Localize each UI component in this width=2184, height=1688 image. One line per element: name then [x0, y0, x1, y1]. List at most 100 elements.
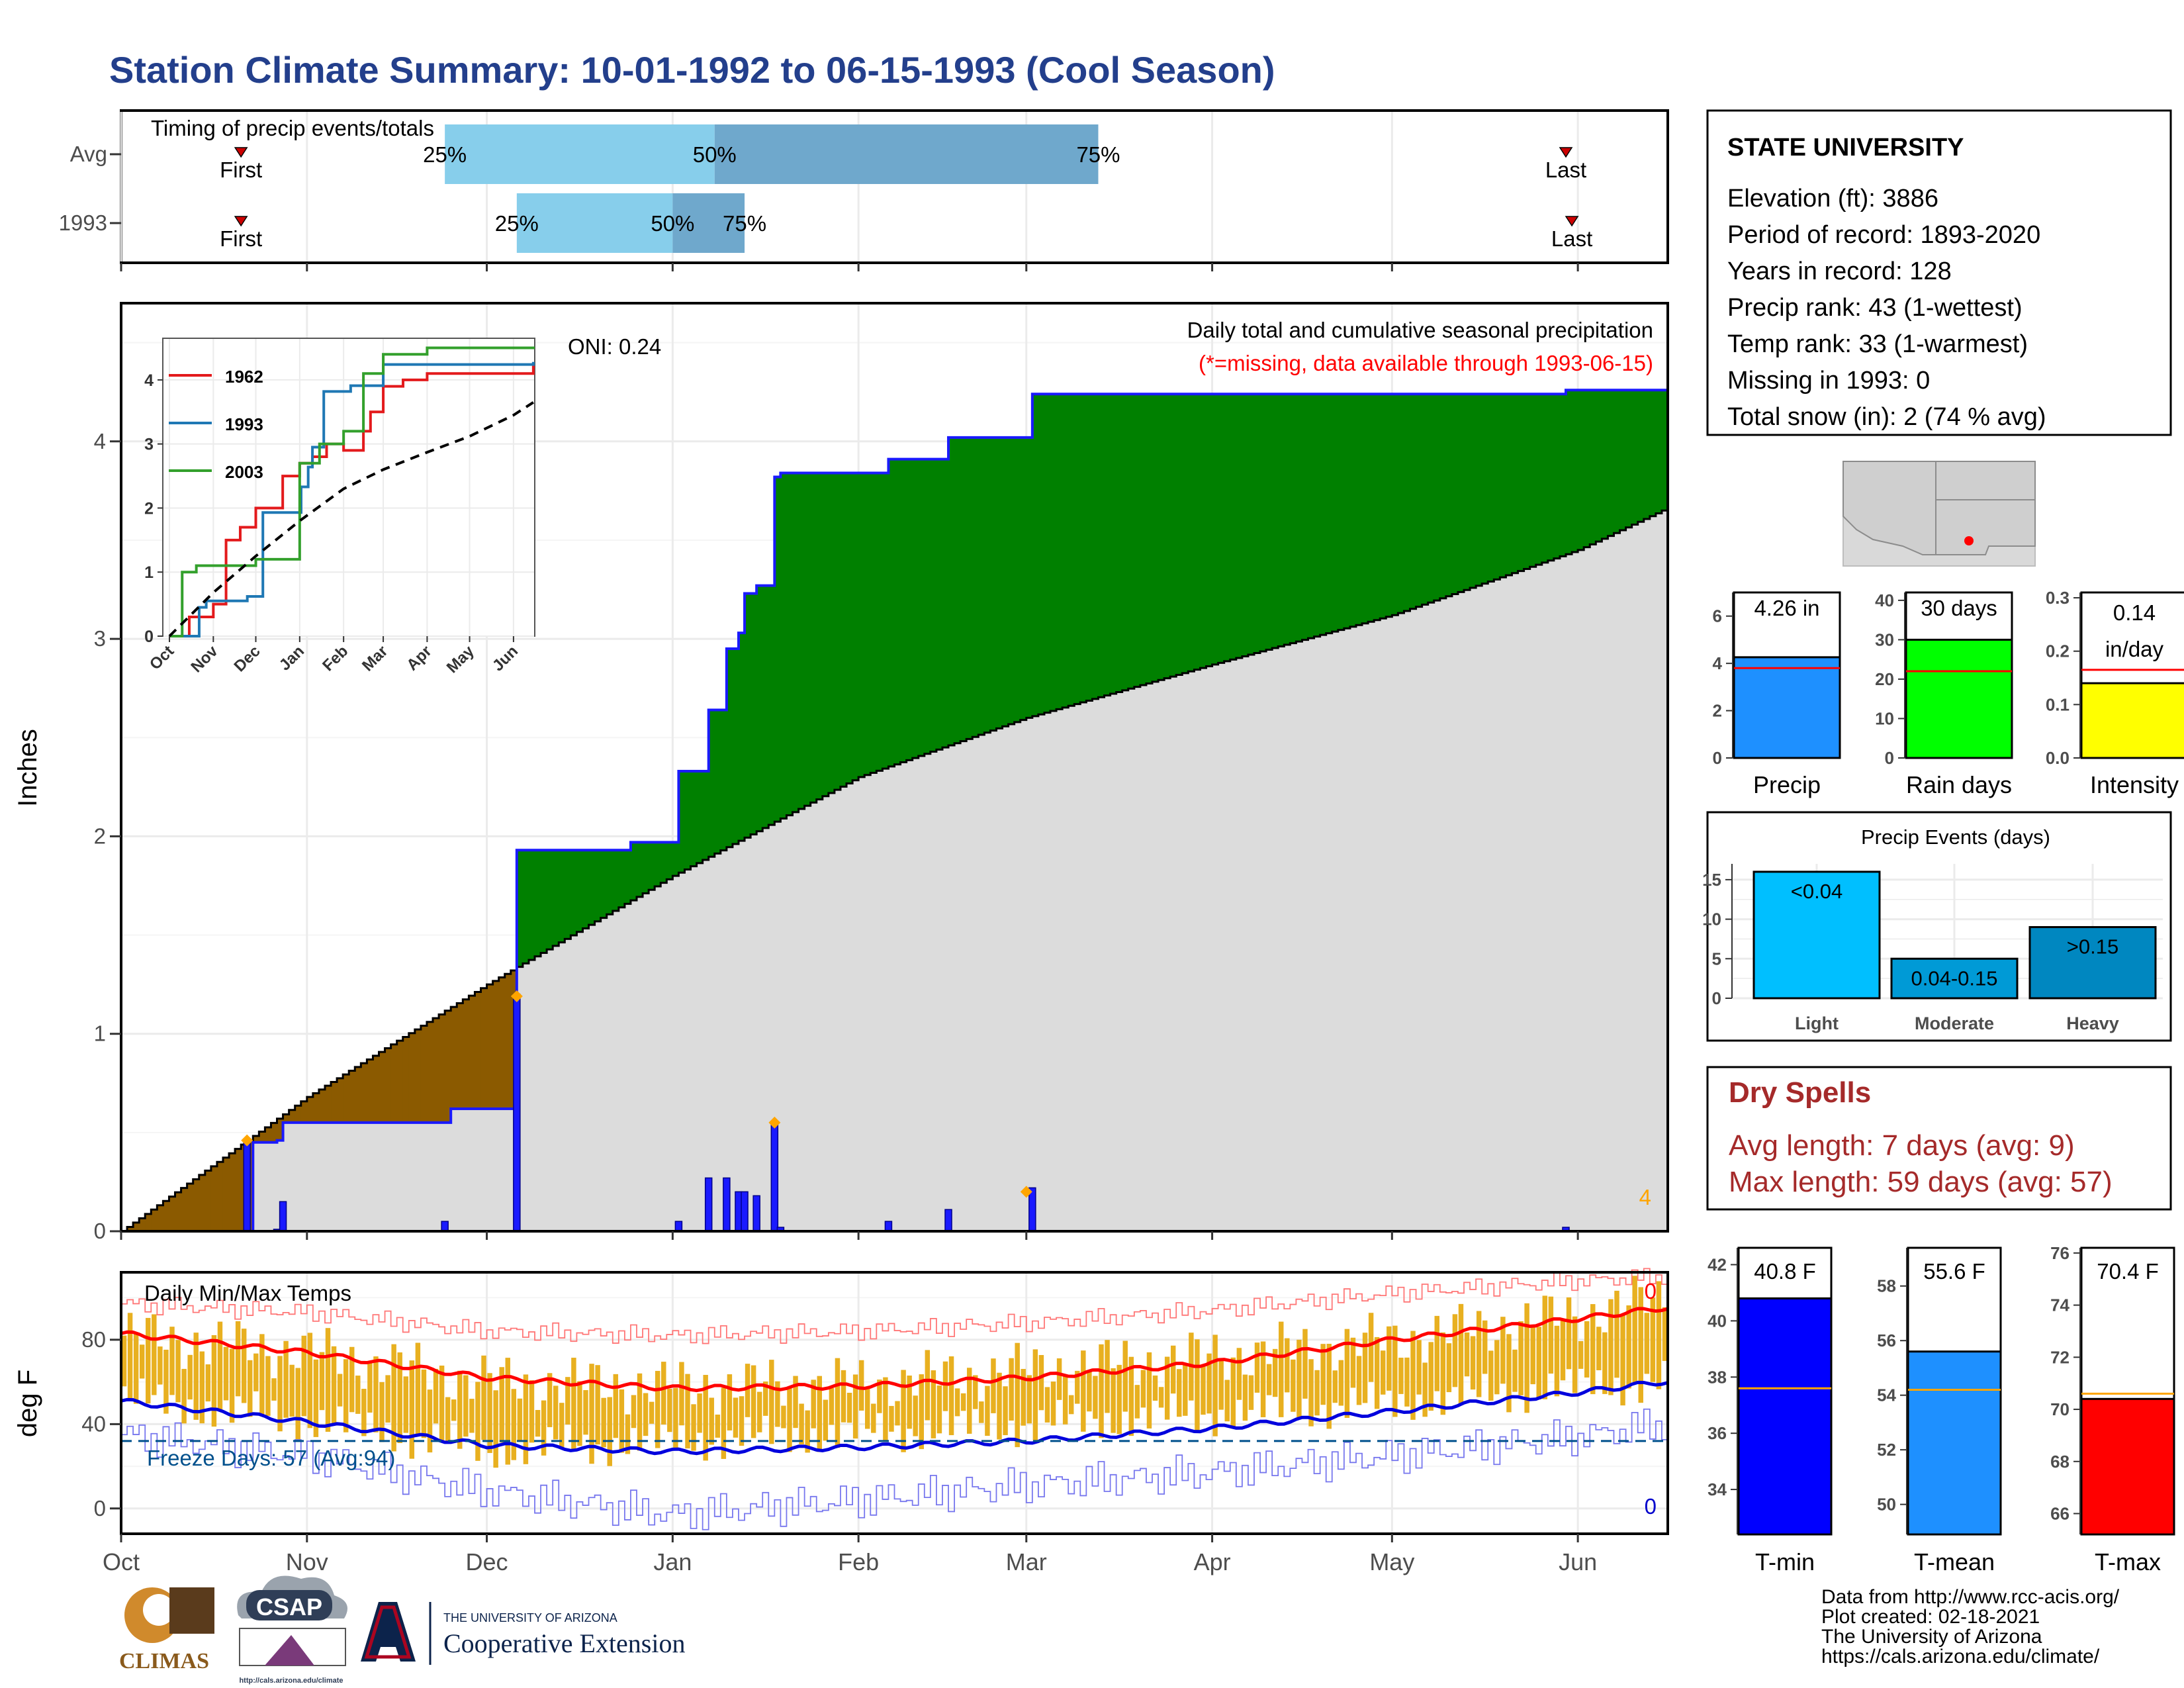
daily-temp-range-bar	[1291, 1359, 1296, 1412]
above-average-band	[1092, 394, 1099, 699]
above-average-band	[1631, 390, 1639, 525]
daily-precip-bar	[279, 1201, 287, 1232]
below-average-band	[426, 1021, 433, 1123]
daily-temp-range-bar	[1536, 1327, 1541, 1400]
above-average-band	[1529, 394, 1537, 567]
summary-tick-label: 10	[1875, 708, 1894, 728]
above-average-band	[792, 473, 799, 812]
daily-temp-range-bar	[1254, 1342, 1260, 1393]
daily-temp-range-bar	[553, 1385, 559, 1440]
above-average-band	[1649, 390, 1657, 516]
daily-temp-range-bar	[1212, 1335, 1218, 1436]
timing-row-1993-label: 1993	[59, 211, 107, 235]
above-average-band	[1284, 394, 1291, 645]
daily-temp-range-bar	[1038, 1354, 1044, 1411]
daily-temp-range-bar	[1638, 1287, 1643, 1403]
p25-label: 25%	[423, 142, 467, 167]
record-max-line	[121, 1268, 1668, 1344]
above-average-band	[588, 850, 596, 925]
daily-temp-range-bar	[1344, 1329, 1350, 1418]
summary-value: 0.14	[2113, 600, 2156, 625]
timing-panel-label: Timing of precip events/totals	[151, 116, 434, 140]
above-average-band	[1068, 394, 1075, 706]
daily-temp-range-bar	[229, 1348, 235, 1423]
above-average-band	[906, 459, 913, 761]
daily-temp-range-bar	[942, 1361, 948, 1411]
daily-temp-range-bar	[841, 1370, 846, 1423]
above-average-band	[1584, 390, 1590, 547]
daily-temp-range-bar	[146, 1317, 151, 1404]
daily-temp-range-bar	[1087, 1371, 1092, 1412]
above-average-band	[1404, 394, 1411, 611]
daily-temp-range-bar	[1596, 1327, 1602, 1370]
above-average-band	[1176, 394, 1183, 675]
page-title: Station Climate Summary: 10-01-1992 to 0…	[109, 49, 1275, 91]
daily-temp-range-bar	[511, 1389, 517, 1460]
above-average-band	[714, 710, 721, 854]
daily-temp-range-bar	[1302, 1329, 1308, 1399]
last-event-marker	[1559, 147, 1573, 158]
daily-precip-bar	[513, 994, 521, 1232]
daily-temp-range-bar	[1140, 1370, 1146, 1408]
above-average-band	[1482, 394, 1488, 584]
below-average-band	[390, 1044, 398, 1123]
daily-temp-range-bar	[1602, 1332, 1608, 1394]
above-average-band	[1637, 390, 1645, 522]
below-average-band	[133, 1222, 140, 1231]
above-average-band	[1655, 390, 1662, 514]
summary-tick-label: 30	[1875, 630, 1894, 649]
daily-precip-bar	[741, 1191, 749, 1232]
daily-temp-range-bar	[1116, 1364, 1122, 1434]
inset-legend-1962: 1962	[225, 367, 263, 387]
below-average-band	[210, 1166, 218, 1231]
below-average-band	[469, 996, 476, 1109]
daily-temp-range-bar	[307, 1333, 313, 1429]
events-bar-moderate	[1890, 957, 2019, 1000]
daily-temp-range-bar	[391, 1344, 396, 1452]
daily-temp-range-bar	[739, 1396, 745, 1446]
above-average-band	[1476, 394, 1482, 586]
average-cumulative-line	[121, 509, 1668, 1233]
daily-temp-range-bar	[1062, 1374, 1068, 1425]
temp-summary-tick-label: 70	[2050, 1399, 2070, 1419]
above-average-band	[618, 850, 625, 908]
below-average-band	[324, 1086, 332, 1123]
csap-logo-text: CSAP	[256, 1593, 322, 1620]
credit-line: https://cals.arizona.edu/climate/	[1821, 1646, 2100, 1667]
daily-temp-range-bar	[679, 1362, 684, 1426]
above-average-band	[637, 842, 643, 897]
below-average-band	[318, 1089, 326, 1123]
above-average-band	[1439, 394, 1447, 598]
summary-tick-label: 40	[1875, 590, 1894, 610]
daily-temp-range-bar	[433, 1368, 439, 1424]
climas-logo-text: CLIMAS	[119, 1649, 209, 1673]
daily-temp-range-bar	[756, 1391, 762, 1432]
daily-temp-range-bar	[1015, 1342, 1020, 1448]
daily-temp-range-bar	[469, 1399, 475, 1433]
below-average-band	[265, 1127, 272, 1143]
summary-value: 4.26 in	[1754, 596, 1819, 620]
above-average-band	[1433, 394, 1441, 601]
temp-summary-tick-label: 38	[1707, 1367, 1727, 1387]
daily-temp-range-bar	[248, 1360, 253, 1417]
daily-precip-bar	[770, 1122, 779, 1232]
daily-temp-range-bar	[1518, 1321, 1524, 1395]
daily-temp-range-bar	[1584, 1321, 1590, 1378]
daily-temp-range-bar	[337, 1374, 343, 1407]
temp-summary-tick-label: 52	[1877, 1440, 1896, 1460]
above-average-band	[1355, 394, 1363, 626]
summary-tick-label: 4	[1713, 653, 1723, 673]
above-average-band	[918, 459, 925, 756]
above-average-band	[1343, 394, 1351, 629]
daily-precip-bar	[723, 1177, 731, 1232]
above-average-band	[522, 850, 529, 964]
below-average-band	[277, 1118, 284, 1141]
below-average-band	[193, 1179, 200, 1231]
summary-tick-label: 0.1	[2046, 694, 2070, 714]
daily-temp-range-bar	[973, 1375, 978, 1409]
above-average-band	[594, 850, 602, 921]
above-average-band	[1098, 394, 1105, 698]
daily-temp-range-bar	[517, 1398, 523, 1440]
daily-temp-range-bar	[415, 1342, 421, 1435]
daily-temp-range-bar	[529, 1380, 535, 1443]
